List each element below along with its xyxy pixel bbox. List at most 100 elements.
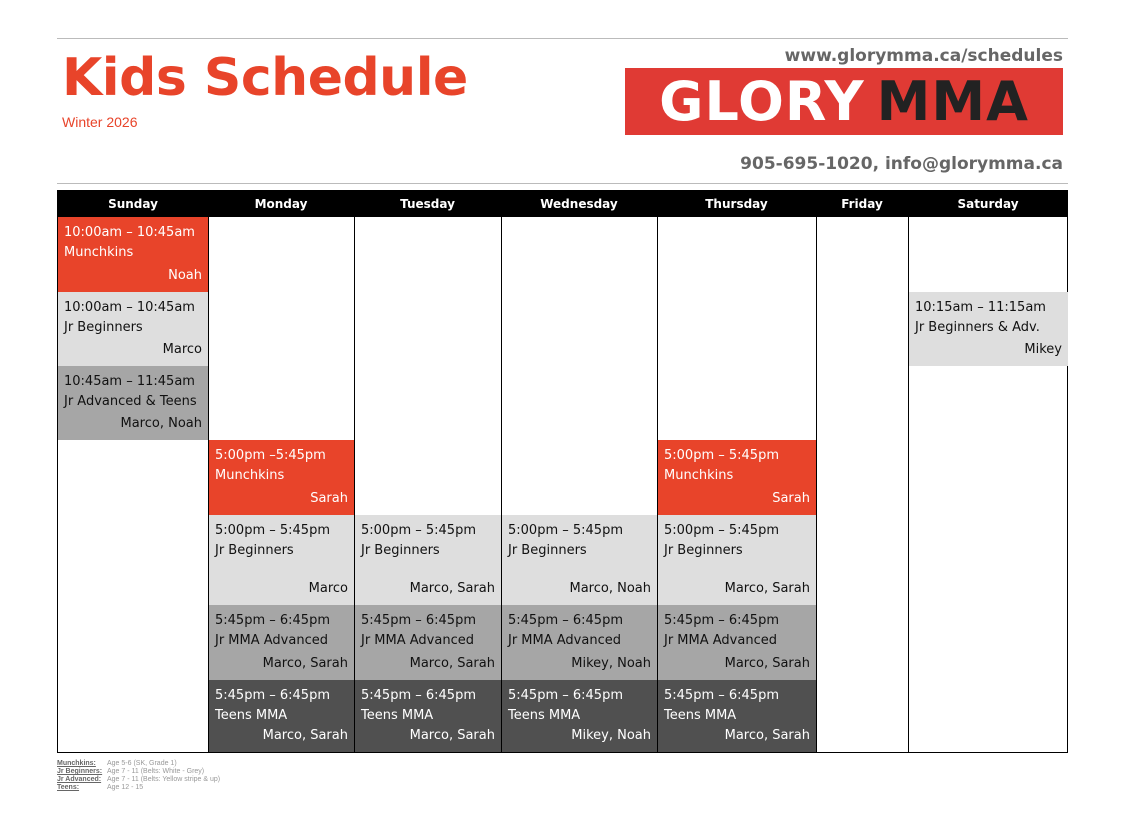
legend-key: Munchkins: bbox=[57, 760, 96, 767]
legend-item: Teens: Age 12 - 15 bbox=[57, 784, 220, 792]
day-column-tuesday: 5:00pm – 5:45pm Jr Beginners Marco, Sara… bbox=[354, 217, 501, 752]
class-time: 5:00pm – 5:45pm bbox=[664, 448, 779, 463]
class-block[interactable]: 5:00pm –5:45pm Munchkins Sarah bbox=[209, 440, 354, 515]
class-time: 5:45pm – 6:45pm bbox=[215, 688, 330, 703]
season-label: Winter 2026 bbox=[62, 114, 138, 130]
class-time: 10:15am – 11:15am bbox=[915, 300, 1046, 315]
class-time: 5:00pm – 5:45pm bbox=[508, 523, 623, 538]
schedule-table: Sunday 10:00am – 10:45am Munchkins Noah … bbox=[57, 190, 1068, 753]
class-block[interactable]: 5:00pm – 5:45pm Jr Beginners Marco bbox=[209, 515, 354, 605]
class-instructor: Mikey bbox=[1024, 342, 1062, 357]
class-instructor: Marco, Sarah bbox=[724, 728, 810, 743]
class-name: Jr MMA Advanced bbox=[215, 633, 328, 648]
class-instructor: Marco, Sarah bbox=[409, 581, 495, 596]
class-time: 5:45pm – 6:45pm bbox=[664, 613, 779, 628]
page-title: Kids Schedule bbox=[62, 48, 468, 108]
class-block[interactable]: 5:45pm – 6:45pm Jr MMA Advanced Marco, S… bbox=[209, 605, 354, 680]
class-name: Munchkins bbox=[215, 468, 285, 483]
class-name: Teens MMA bbox=[215, 708, 288, 723]
class-instructor: Marco, Sarah bbox=[262, 728, 348, 743]
day-column-saturday: 10:15am – 11:15am Jr Beginners & Adv. Mi… bbox=[908, 217, 1068, 752]
class-time: 5:00pm – 5:45pm bbox=[664, 523, 779, 538]
legend-item: Jr Beginners: Age 7 - 11 (Belts: White - … bbox=[57, 768, 220, 776]
class-block[interactable]: 5:45pm – 6:45pm Jr MMA Advanced Mikey, N… bbox=[502, 605, 657, 680]
class-block[interactable]: 5:45pm – 6:45pm Jr MMA Advanced Marco, S… bbox=[355, 605, 501, 680]
day-header-friday: Friday bbox=[816, 191, 908, 217]
class-instructor: Marco bbox=[308, 581, 348, 596]
class-block[interactable]: 10:45am – 11:45am Jr Advanced & Teens Ma… bbox=[58, 366, 208, 440]
top-rule bbox=[57, 38, 1068, 39]
class-instructor: Marco, Sarah bbox=[724, 581, 810, 596]
class-name: Jr Beginners bbox=[508, 543, 587, 558]
day-header-sunday: Sunday bbox=[58, 191, 208, 217]
legend-item: Jr Advanced: Age 7 - 11 (Belts: Yellow st… bbox=[57, 776, 220, 784]
website-link[interactable]: www.glorymma.ca/schedules bbox=[784, 46, 1063, 66]
class-name: Jr Beginners & Adv. bbox=[915, 320, 1040, 335]
class-time: 10:45am – 11:45am bbox=[64, 374, 195, 389]
class-name: Jr Beginners bbox=[215, 543, 294, 558]
class-instructor: Mikey, Noah bbox=[571, 656, 651, 671]
class-time: 5:00pm – 5:45pm bbox=[215, 523, 330, 538]
day-column-thursday: 5:00pm – 5:45pm Munchkins Sarah 5:00pm –… bbox=[657, 217, 816, 752]
day-header-monday: Monday bbox=[208, 191, 354, 217]
class-time: 5:45pm – 6:45pm bbox=[664, 688, 779, 703]
class-instructor: Marco, Sarah bbox=[409, 656, 495, 671]
age-legend: Munchkins: Age 5-6 (SK, Grade 1) Jr Beginn… bbox=[57, 760, 220, 792]
legend-value: Age 7 - 11 (Belts: White - Grey) bbox=[107, 768, 205, 775]
class-name: Munchkins bbox=[64, 245, 134, 260]
class-block[interactable]: 5:45pm – 6:45pm Teens MMA Mikey, Noah bbox=[502, 680, 657, 752]
class-block[interactable]: 5:45pm – 6:45pm Teens MMA Marco, Sarah bbox=[209, 680, 354, 752]
legend-value: Age 5-6 (SK, Grade 1) bbox=[107, 760, 177, 767]
class-name: Munchkins bbox=[664, 468, 734, 483]
class-instructor: Marco, Noah bbox=[120, 416, 203, 431]
class-block[interactable]: 10:00am – 10:45am Munchkins Noah bbox=[58, 217, 208, 292]
class-name: Jr Beginners bbox=[664, 543, 743, 558]
class-block[interactable]: 5:00pm – 5:45pm Jr Beginners Marco, Noah bbox=[502, 515, 657, 605]
class-block[interactable]: 5:00pm – 5:45pm Jr Beginners Marco, Sara… bbox=[355, 515, 501, 605]
logo-glory: GLORY bbox=[659, 70, 865, 133]
class-time: 5:45pm – 6:45pm bbox=[508, 688, 623, 703]
class-time: 10:00am – 10:45am bbox=[64, 300, 195, 315]
day-column-monday: 5:00pm –5:45pm Munchkins Sarah 5:00pm – … bbox=[208, 217, 354, 752]
class-instructor: Mikey, Noah bbox=[571, 728, 651, 743]
class-instructor: Marco, Sarah bbox=[262, 656, 348, 671]
legend-key: Teens: bbox=[57, 784, 80, 791]
class-block[interactable]: 5:00pm – 5:45pm Jr Beginners Marco, Sara… bbox=[658, 515, 816, 605]
day-column-friday bbox=[816, 217, 908, 752]
legend-key: Jr Beginners: bbox=[57, 768, 103, 775]
class-time: 5:45pm – 6:45pm bbox=[215, 613, 330, 628]
contact-info: 905-695-1020, info@glorymma.ca bbox=[740, 154, 1063, 174]
day-header-tuesday: Tuesday bbox=[354, 191, 501, 217]
logo-mma: MMA bbox=[876, 70, 1029, 133]
class-time: 5:00pm – 5:45pm bbox=[361, 523, 476, 538]
class-name: Jr Beginners bbox=[361, 543, 440, 558]
day-header-thursday: Thursday bbox=[657, 191, 816, 217]
legend-key: Jr Advanced: bbox=[57, 776, 102, 783]
class-instructor: Marco, Sarah bbox=[409, 728, 495, 743]
legend-item: Munchkins: Age 5-6 (SK, Grade 1) bbox=[57, 760, 220, 768]
class-name: Jr MMA Advanced bbox=[361, 633, 474, 648]
class-block[interactable]: 5:45pm – 6:45pm Teens MMA Marco, Sarah bbox=[355, 680, 501, 752]
class-name: Teens MMA bbox=[664, 708, 737, 723]
class-instructor: Sarah bbox=[310, 491, 348, 506]
class-time: 5:45pm – 6:45pm bbox=[361, 613, 476, 628]
class-time: 5:45pm – 6:45pm bbox=[361, 688, 476, 703]
class-instructor: Marco, Noah bbox=[569, 581, 652, 596]
class-instructor: Noah bbox=[168, 268, 202, 283]
class-name: Jr MMA Advanced bbox=[508, 633, 621, 648]
class-instructor: Marco bbox=[162, 342, 202, 357]
class-time: 5:00pm –5:45pm bbox=[215, 448, 326, 463]
day-column-wednesday: 5:00pm – 5:45pm Jr Beginners Marco, Noah… bbox=[501, 217, 657, 752]
class-time: 5:45pm – 6:45pm bbox=[508, 613, 623, 628]
class-name: Jr Beginners bbox=[64, 320, 143, 335]
class-time: 10:00am – 10:45am bbox=[64, 225, 195, 240]
day-column-sunday: 10:00am – 10:45am Munchkins Noah 10:00am… bbox=[58, 217, 208, 752]
class-name: Jr MMA Advanced bbox=[664, 633, 777, 648]
class-block[interactable]: 10:00am – 10:45am Jr Beginners Marco bbox=[58, 292, 208, 366]
legend-value: Age 7 - 11 (Belts: Yellow stripe & up) bbox=[107, 776, 221, 783]
class-block[interactable]: 10:15am – 11:15am Jr Beginners & Adv. Mi… bbox=[909, 292, 1068, 366]
class-block[interactable]: 5:45pm – 6:45pm Jr MMA Advanced Marco, S… bbox=[658, 605, 816, 680]
class-block[interactable]: 5:45pm – 6:45pm Teens MMA Marco, Sarah bbox=[658, 680, 816, 752]
class-block[interactable]: 5:00pm – 5:45pm Munchkins Sarah bbox=[658, 440, 816, 515]
